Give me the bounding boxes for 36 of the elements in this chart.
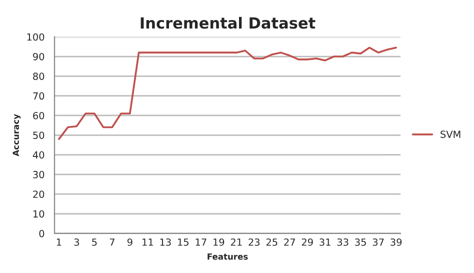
x-tick-label: 27 [284,238,295,246]
y-tick-label: 60 [33,112,44,120]
y-tick-label: 0 [39,230,44,238]
x-tick-label: 13 [160,238,171,246]
x-tick-label: 39 [390,238,402,246]
x-tick-label: 5 [92,238,97,246]
x-tick-label: 29 [302,238,313,246]
y-tick-label: 50 [33,132,44,139]
y-tick-label: 40 [32,151,44,159]
y-tick-label: 80 [33,72,44,80]
x-tick-label: 15 [178,238,188,246]
x-tick-label: 7 [110,238,114,246]
x-tick-label: 25 [266,238,278,246]
y-tick-label: 30 [33,170,44,178]
x-tick-label: 35 [355,238,366,246]
y-tick-label: 10 [33,210,44,218]
x-tick-label: 11 [142,238,153,246]
x-tick-label: 3 [74,238,80,246]
x-tick-label: 37 [372,238,384,246]
legend-label: SVM [440,130,460,138]
y-tick-label: 20 [33,190,44,198]
x-tick-label: 17 [196,238,206,246]
x-tick-label: 23 [248,238,260,246]
y-axis-title: Accuracy [12,114,21,156]
x-tick-label: 9 [127,238,132,246]
chart-title: Incremental Dataset [140,16,316,29]
y-tick-label: 70 [33,92,44,100]
x-tick-label: 19 [214,238,224,246]
x-axis-title: Features [208,253,248,260]
x-tick-label: 1 [56,238,62,246]
x-tick-label: 33 [337,238,348,246]
y-tick-label: 90 [33,52,44,60]
x-tick-label: 31 [320,238,330,246]
x-tick-label: 21 [230,238,242,246]
y-tick-label: 100 [27,33,44,41]
line-series [58,46,397,140]
